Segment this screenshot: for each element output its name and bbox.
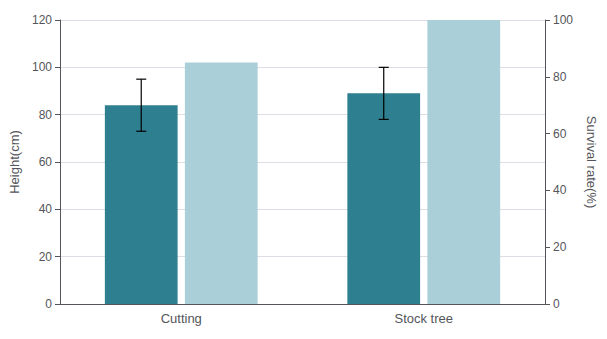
svg-text:Height(cm): Height(cm) (7, 130, 22, 194)
svg-text:Cutting: Cutting (161, 311, 202, 326)
svg-text:100: 100 (32, 60, 52, 74)
svg-text:60: 60 (39, 155, 53, 169)
svg-text:120: 120 (32, 13, 52, 27)
svg-text:60: 60 (553, 127, 567, 141)
svg-text:Stock tree: Stock tree (394, 311, 453, 326)
svg-text:0: 0 (553, 297, 560, 311)
svg-text:80: 80 (553, 70, 567, 84)
svg-text:0: 0 (45, 297, 52, 311)
svg-text:20: 20 (553, 240, 567, 254)
svg-text:Survival rate(%): Survival rate(%) (584, 116, 599, 208)
svg-text:20: 20 (39, 250, 53, 264)
svg-text:100: 100 (553, 13, 573, 27)
svg-text:80: 80 (39, 108, 53, 122)
svg-text:40: 40 (553, 183, 567, 197)
svg-text:40: 40 (39, 202, 53, 216)
